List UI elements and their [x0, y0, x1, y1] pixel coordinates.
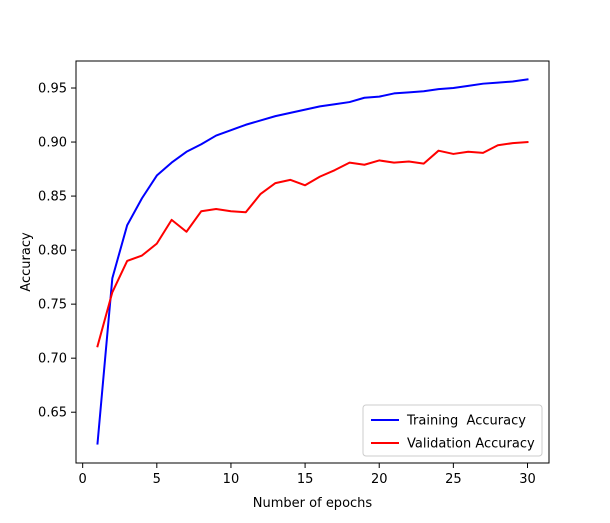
y-tick-label: 0.95	[38, 82, 67, 97]
series-line-1	[96, 140, 529, 348]
legend-label-0: Training Accuracy	[406, 414, 526, 429]
y-tick-label: 0.75	[38, 298, 67, 313]
series-line-0	[96, 78, 529, 445]
plot-area	[96, 78, 529, 445]
y-tick-label: 0.90	[38, 136, 67, 151]
x-tick-label: 20	[371, 472, 388, 487]
axes: 0 5 10 15 20 25 30 0.65 0.70 0.75 0.80 0.85 0.90 0.95…	[19, 60, 550, 511]
x-tick-label: 15	[297, 472, 314, 487]
y-tick-label: 0.65	[38, 406, 67, 421]
x-tick-label: 0	[79, 472, 87, 487]
x-tick-label: 10	[223, 472, 240, 487]
x-tick-label: 25	[445, 472, 462, 487]
x-tick-label: 5	[153, 472, 161, 487]
legend-label-1: Validation Accuracy	[407, 437, 535, 452]
legend-box	[362, 404, 543, 457]
axes-frame	[75, 60, 550, 464]
x-axis-label: Number of epochs	[253, 496, 373, 511]
y-tick-label: 0.85	[38, 190, 67, 205]
x-tick-label: 30	[519, 472, 536, 487]
y-tick-label: 0.70	[38, 352, 67, 367]
legend: Training Accuracy Validation Accuracy	[362, 404, 543, 457]
y-tick-label: 0.80	[38, 244, 67, 259]
y-axis-label: Accuracy	[19, 232, 34, 292]
